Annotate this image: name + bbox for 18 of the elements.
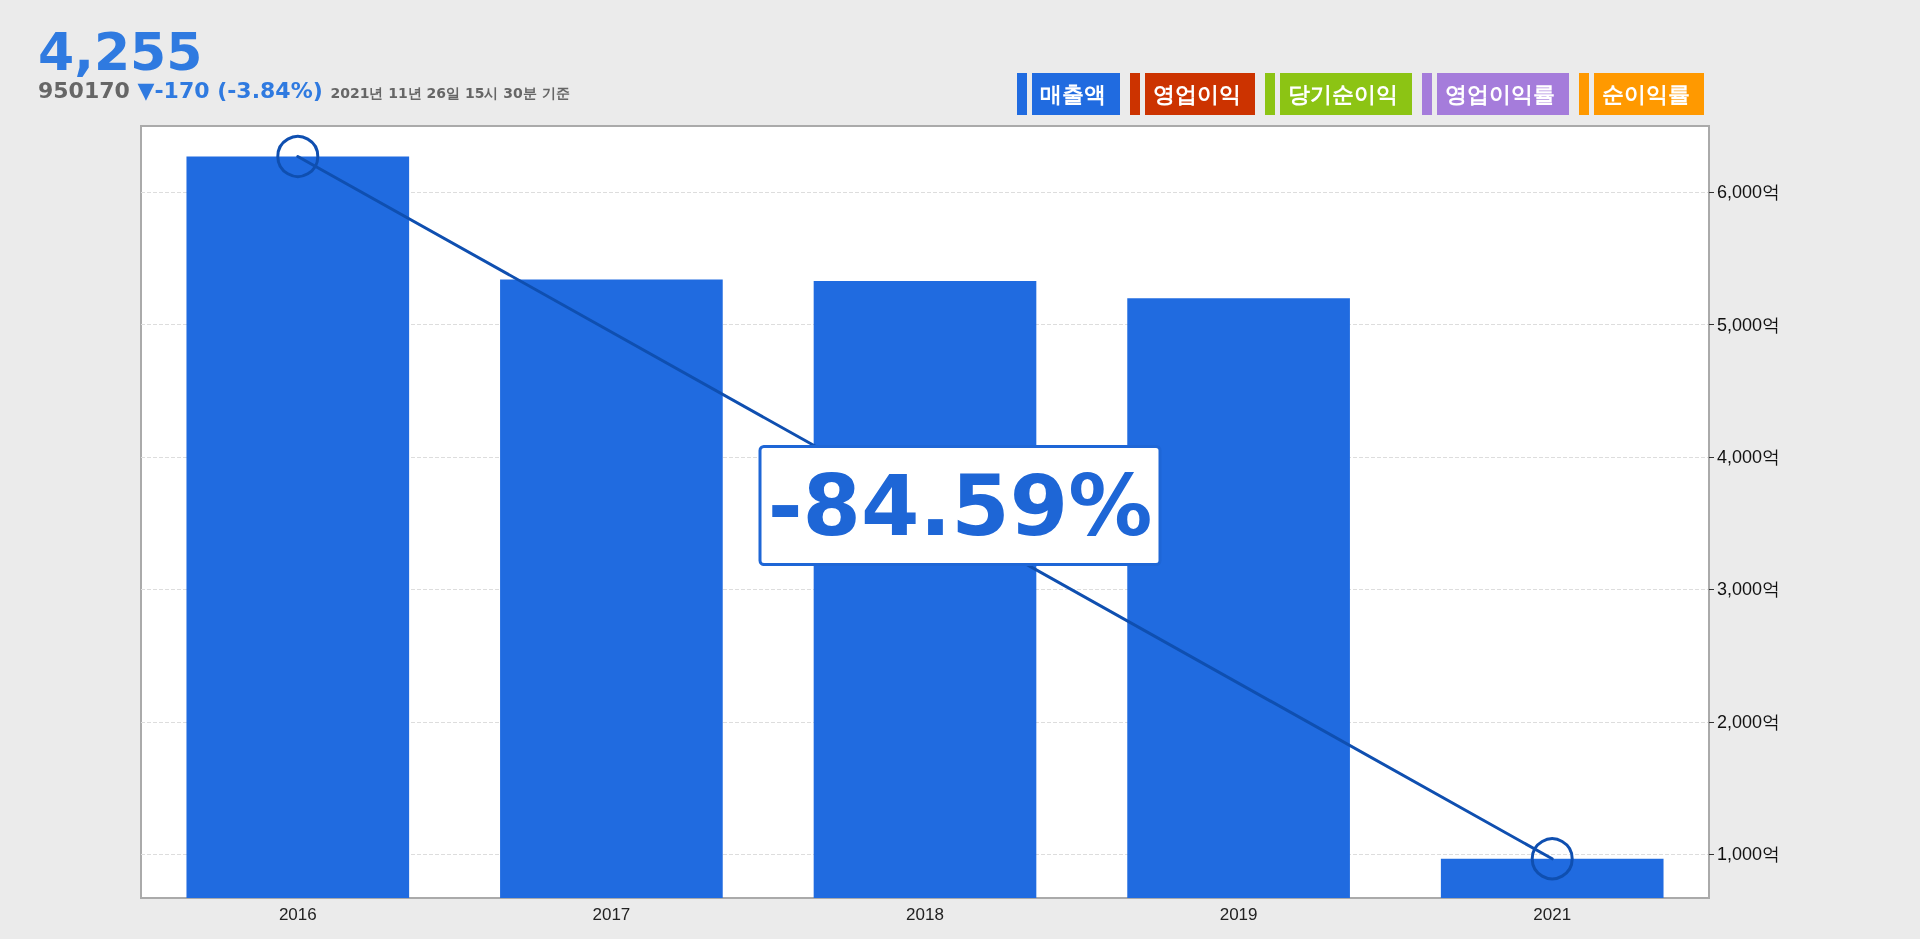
y-tick-label: 5,000억 — [1717, 314, 1781, 335]
legend-label: 영업이익률 — [1445, 81, 1555, 107]
legend-label: 영업이익 — [1153, 81, 1241, 107]
annotation: -84.59% — [767, 456, 1153, 555]
y-tick-label: 4,000억 — [1717, 447, 1781, 468]
y-tick-label: 2,000억 — [1717, 711, 1781, 732]
y-tick-label: 6,000억 — [1717, 182, 1781, 203]
x-tick-label: 2017 — [592, 905, 631, 924]
y-tick-label: 1,000억 — [1717, 844, 1781, 865]
x-tick-label: 2021 — [1533, 905, 1572, 924]
y-tick-label: 3,000억 — [1717, 579, 1781, 600]
text: 2021년 11년 26일 15시 30분 기준 — [330, 85, 570, 101]
legend-label: 순이익률 — [1602, 81, 1690, 107]
x-tick-label: 2016 — [278, 905, 317, 924]
x-tick-label: 2019 — [1219, 905, 1258, 924]
legend-label: 매출액 — [1040, 81, 1106, 107]
legend-label: 당기순이익 — [1288, 81, 1398, 107]
x-tick-label: 2018 — [906, 905, 944, 924]
